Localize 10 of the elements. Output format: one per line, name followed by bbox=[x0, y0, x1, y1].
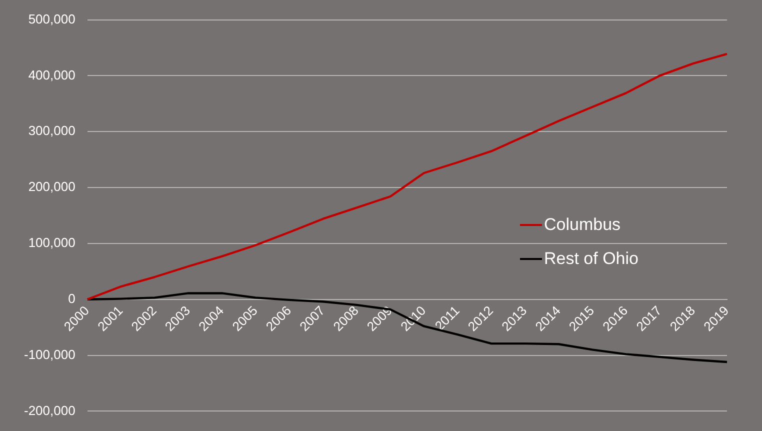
y-tick-label: 0 bbox=[68, 290, 76, 306]
y-tick-label: 300,000 bbox=[28, 123, 76, 138]
y-tick-label: -100,000 bbox=[24, 346, 76, 362]
y-tick-label: 200,000 bbox=[28, 179, 76, 194]
y-tick-label: 500,000 bbox=[28, 11, 76, 26]
y-tick-label: -200,000 bbox=[24, 402, 76, 418]
y-tick-label: 400,000 bbox=[28, 67, 76, 82]
legend-label: Rest of Ohio bbox=[544, 249, 638, 269]
legend-label: Columbus bbox=[544, 215, 621, 235]
y-tick-label: 100,000 bbox=[28, 235, 76, 250]
